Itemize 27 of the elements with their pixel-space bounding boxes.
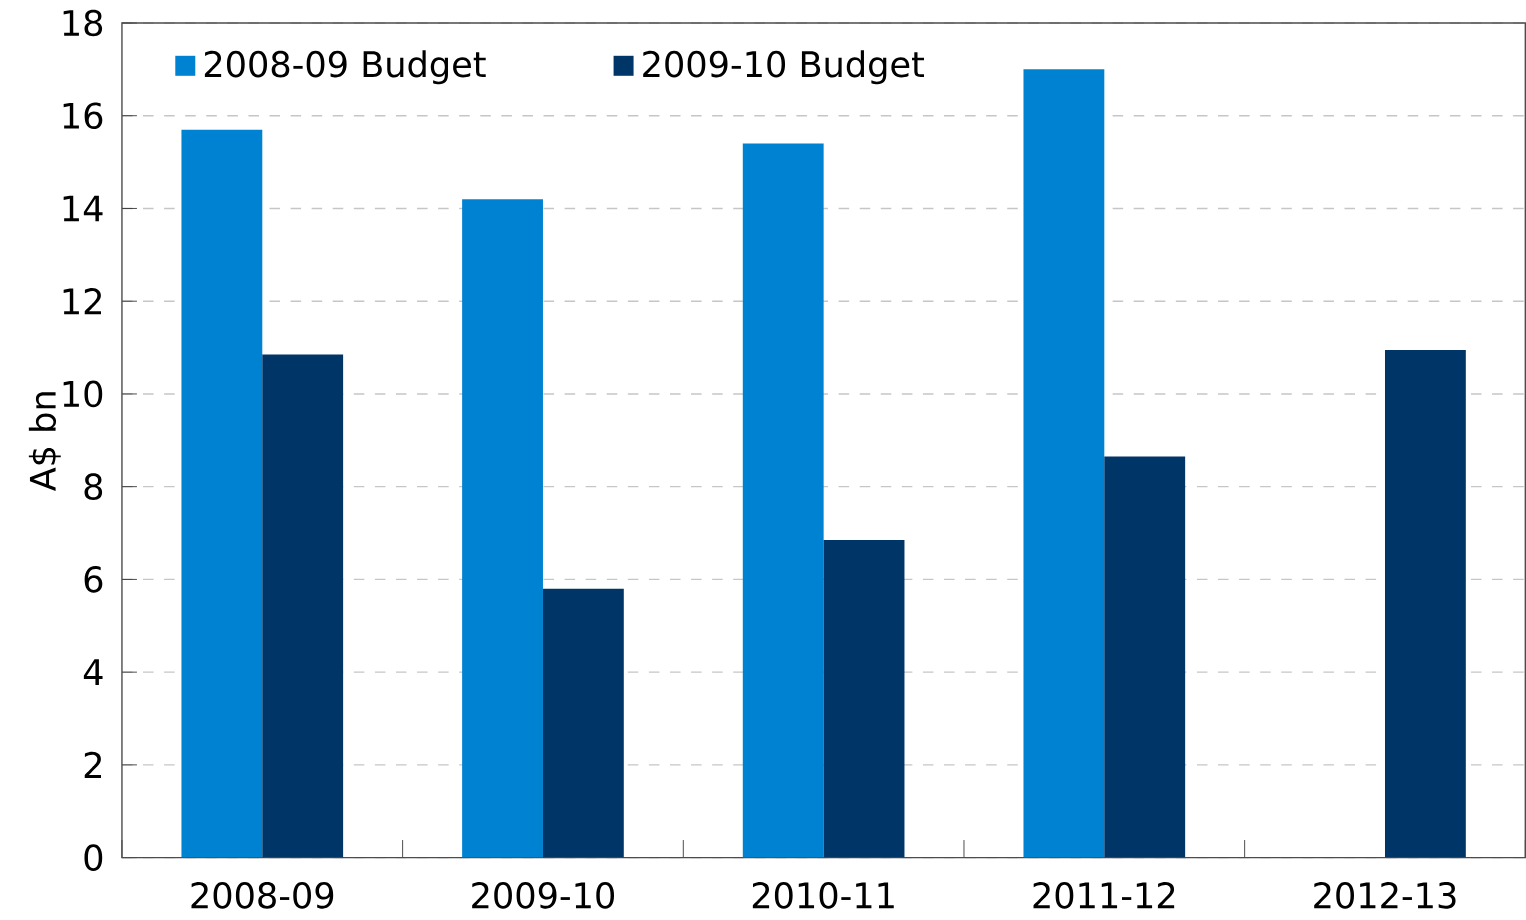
bar: [742, 143, 824, 858]
bar: [262, 354, 344, 858]
legend-label: 2008-09 Budget: [204, 50, 486, 85]
x-tick-label: 2012-13: [1314, 882, 1456, 909]
legend-label: 2009-10 Budget: [643, 50, 925, 85]
bar: [823, 540, 905, 858]
y-axis-title: A$ bn: [28, 392, 61, 492]
y-tick-label: 0: [84, 844, 103, 872]
bar: [462, 199, 543, 858]
y-tick-label: 2: [84, 752, 101, 779]
x-tick-label: 2009-10: [472, 882, 615, 909]
bar: [1104, 456, 1186, 858]
x-tick-label: 2010-11: [752, 882, 894, 909]
bar: [1385, 350, 1466, 858]
y-tick-label: 8: [84, 473, 103, 501]
y-tick-label: 16: [63, 102, 103, 130]
y-tick-label: 18: [63, 9, 103, 37]
bar: [1023, 69, 1105, 858]
bar: [181, 129, 263, 858]
y-tick-label: 10: [63, 380, 103, 408]
bar: [542, 588, 624, 858]
x-tick-label: 2011-12: [1033, 882, 1175, 909]
y-tick-label: 4: [83, 659, 103, 686]
y-tick-label: 12: [63, 288, 101, 315]
y-tick-label: 6: [84, 566, 103, 593]
x-tick-label: 2008-09: [191, 882, 334, 909]
y-tick-label: 14: [63, 195, 103, 222]
